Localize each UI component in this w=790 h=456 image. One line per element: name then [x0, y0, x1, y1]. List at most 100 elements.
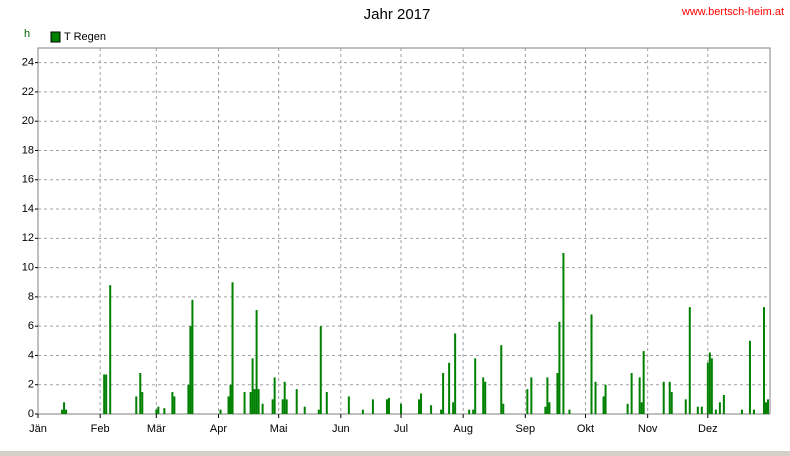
- bar: [594, 381, 597, 414]
- bar: [103, 374, 106, 414]
- bar: [710, 358, 713, 414]
- bar: [530, 377, 533, 414]
- x-tick-label: Mai: [270, 423, 288, 435]
- bar: [500, 345, 503, 414]
- bar: [281, 399, 284, 414]
- bar: [700, 406, 703, 414]
- bar: [546, 377, 549, 414]
- x-tick-label: Nov: [638, 423, 658, 435]
- bar: [718, 402, 721, 414]
- bar: [568, 409, 571, 414]
- bar: [63, 402, 66, 414]
- y-axis-label: h: [24, 28, 30, 40]
- bar: [347, 396, 350, 414]
- bar: [602, 396, 605, 414]
- y-tick-label: 12: [22, 232, 34, 244]
- bar: [249, 392, 252, 414]
- bar: [243, 392, 246, 414]
- bar: [135, 396, 138, 414]
- bar: [229, 384, 232, 414]
- bar: [468, 409, 471, 414]
- bar: [638, 377, 641, 414]
- bar: [420, 393, 423, 414]
- bar: [558, 321, 561, 414]
- x-tick-label: Jän: [29, 423, 47, 435]
- bar: [163, 408, 166, 414]
- bar: [273, 377, 276, 414]
- bar: [762, 307, 765, 414]
- bar: [371, 399, 374, 414]
- bar: [418, 399, 421, 414]
- bar: [526, 389, 529, 414]
- legend-label: T Regen: [64, 31, 106, 43]
- x-tick-label: Mär: [147, 423, 166, 435]
- bar: [662, 381, 665, 414]
- bar: [189, 326, 192, 414]
- bar: [261, 403, 264, 414]
- y-tick-label: 6: [28, 320, 34, 332]
- bar: [626, 403, 629, 414]
- bar: [748, 340, 751, 414]
- bar: [257, 389, 260, 414]
- y-tick-label: 8: [28, 291, 34, 303]
- bar: [696, 406, 699, 414]
- bar: [109, 285, 112, 414]
- x-tick-label: Aug: [453, 423, 473, 435]
- bar: [385, 399, 388, 414]
- x-tick-label: Jul: [394, 423, 408, 435]
- bar: [303, 406, 306, 414]
- bar: [187, 384, 190, 414]
- bar: [714, 409, 717, 414]
- bar: [440, 409, 443, 414]
- bar: [285, 399, 288, 414]
- bar: [191, 299, 194, 414]
- bar: [231, 282, 234, 414]
- bar: [688, 307, 691, 414]
- bar: [361, 409, 364, 414]
- bar: [139, 373, 142, 414]
- plot-area: [37, 47, 771, 415]
- x-tick-label: Dez: [698, 423, 718, 435]
- bar: [562, 252, 565, 414]
- bar: [319, 326, 322, 414]
- bar: [227, 396, 230, 414]
- bar: [640, 402, 643, 414]
- bar: [105, 374, 108, 414]
- bar: [722, 394, 725, 414]
- bar: [155, 409, 158, 414]
- y-tick-label: 18: [22, 144, 34, 156]
- bar: [472, 409, 475, 414]
- bar: [474, 358, 477, 414]
- y-tick-label: 2: [28, 379, 34, 391]
- bar: [430, 405, 433, 414]
- x-tick-label: Jun: [332, 423, 350, 435]
- bar: [630, 373, 633, 414]
- bar: [454, 333, 457, 414]
- bar: [253, 389, 256, 414]
- bar: [502, 403, 505, 414]
- bar: [448, 362, 451, 414]
- bar: [442, 373, 445, 414]
- bar: [764, 402, 767, 414]
- y-tick-label: 14: [22, 203, 34, 215]
- bar: [173, 396, 176, 414]
- bar: [325, 392, 328, 414]
- bar: [283, 381, 286, 414]
- bar: [706, 362, 709, 414]
- bar: [452, 402, 455, 414]
- bar: [251, 358, 254, 414]
- bar: [668, 381, 671, 414]
- y-tick-label: 24: [22, 57, 34, 69]
- bar: [752, 409, 755, 414]
- bar: [271, 399, 274, 414]
- chart-title: Jahr 2017: [364, 6, 431, 23]
- bar: [317, 409, 320, 414]
- y-tick-label: 10: [22, 262, 34, 274]
- x-tick-label: Sep: [516, 423, 536, 435]
- bar: [556, 373, 559, 414]
- bar: [399, 403, 402, 414]
- x-tick-label: Apr: [210, 423, 227, 435]
- bar: [740, 409, 743, 414]
- bar: [590, 314, 593, 414]
